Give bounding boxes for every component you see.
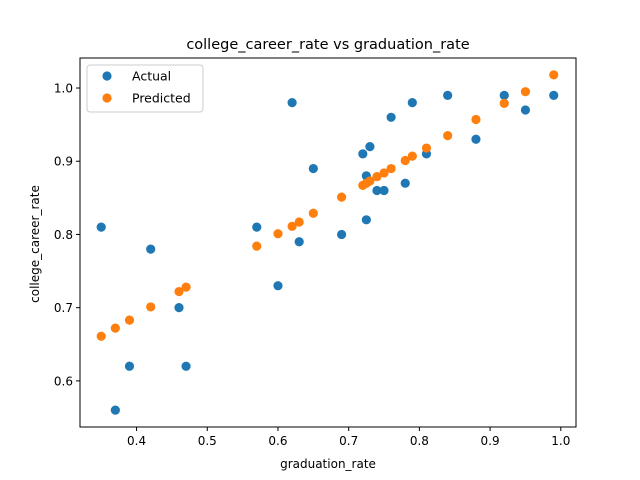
actual-point	[273, 281, 283, 291]
actual-point	[443, 90, 453, 100]
legend-marker-actual	[102, 71, 112, 81]
legend-label-actual: Actual	[132, 69, 171, 84]
predicted-point	[499, 98, 509, 108]
predicted-point	[174, 286, 184, 297]
predicted-point	[146, 302, 156, 312]
actual-point	[471, 134, 481, 144]
legend-label-predicted: Predicted	[132, 91, 191, 106]
predicted-point	[124, 315, 135, 325]
actual-point	[181, 361, 191, 371]
actual-point	[252, 222, 262, 232]
predicted-point	[386, 163, 396, 174]
x-tick-label: 0.7	[339, 434, 358, 448]
predicted-point	[407, 151, 417, 161]
legend-marker-predicted	[102, 93, 112, 103]
x-tick-label: 0.8	[410, 434, 429, 448]
actual-point	[174, 303, 184, 313]
axes: 0.4 0.5 0.6 0.7 0.8 0.9 1.0 0.6 0.7 0.8 0.9 1.0	[54, 57, 577, 448]
y-axis-label: college_career_rate	[28, 185, 42, 303]
actual-point	[110, 405, 120, 415]
predicted-point	[379, 168, 389, 178]
predicted-point	[181, 282, 191, 292]
predicted-point	[294, 217, 304, 227]
actual-point	[379, 185, 389, 196]
actual-point	[386, 112, 396, 122]
y-tick-label: 0.7	[54, 301, 73, 315]
plot-frame	[79, 57, 577, 428]
actual-point	[358, 149, 368, 159]
x-tick-label: 0.6	[268, 434, 287, 448]
predicted-point	[273, 229, 283, 239]
x-tick-label: 0.5	[198, 434, 217, 448]
x-tick-label: 1.0	[551, 434, 570, 448]
predicted-point	[520, 87, 531, 97]
legend-box	[86, 64, 204, 113]
actual-point	[400, 178, 410, 188]
y-tick-label: 0.9	[54, 155, 73, 169]
plot-marks	[96, 70, 559, 415]
actual-point	[361, 215, 371, 225]
predicted-point	[443, 131, 453, 141]
predicted-point	[365, 176, 375, 186]
actual-point	[287, 98, 297, 108]
predicted-point	[308, 208, 318, 218]
actual-point	[146, 244, 156, 254]
legend: Actual Predicted	[86, 64, 204, 113]
predicted-point	[337, 192, 347, 202]
x-axis-label: graduation_rate	[280, 457, 376, 471]
y-tick-label: 0.6	[54, 374, 73, 388]
predicted-point	[252, 241, 262, 251]
predicted-point	[421, 143, 432, 153]
predicted-point	[549, 70, 559, 80]
actual-point	[365, 141, 375, 152]
actual-point	[549, 90, 559, 100]
predicted-point	[287, 221, 297, 231]
actual-point	[407, 98, 417, 108]
actual-point	[337, 229, 347, 240]
predicted-point	[400, 155, 410, 166]
y-tick-label: 0.8	[54, 228, 73, 242]
chart-title: college_career_rate vs graduation_rate	[186, 37, 469, 53]
predicted-point	[96, 331, 106, 341]
predicted-point	[110, 323, 120, 333]
actual-point	[96, 222, 106, 232]
y-tick-label: 1.0	[54, 82, 73, 96]
x-tick-label: 0.9	[481, 434, 500, 448]
actual-point	[499, 90, 509, 100]
actual-point	[372, 185, 382, 196]
predicted-point	[471, 114, 481, 125]
actual-point	[520, 105, 531, 115]
actual-point	[124, 361, 135, 371]
predicted-point	[372, 172, 382, 182]
x-tick-label: 0.4	[127, 434, 146, 448]
actual-point	[294, 237, 304, 247]
actual-point	[308, 163, 318, 174]
